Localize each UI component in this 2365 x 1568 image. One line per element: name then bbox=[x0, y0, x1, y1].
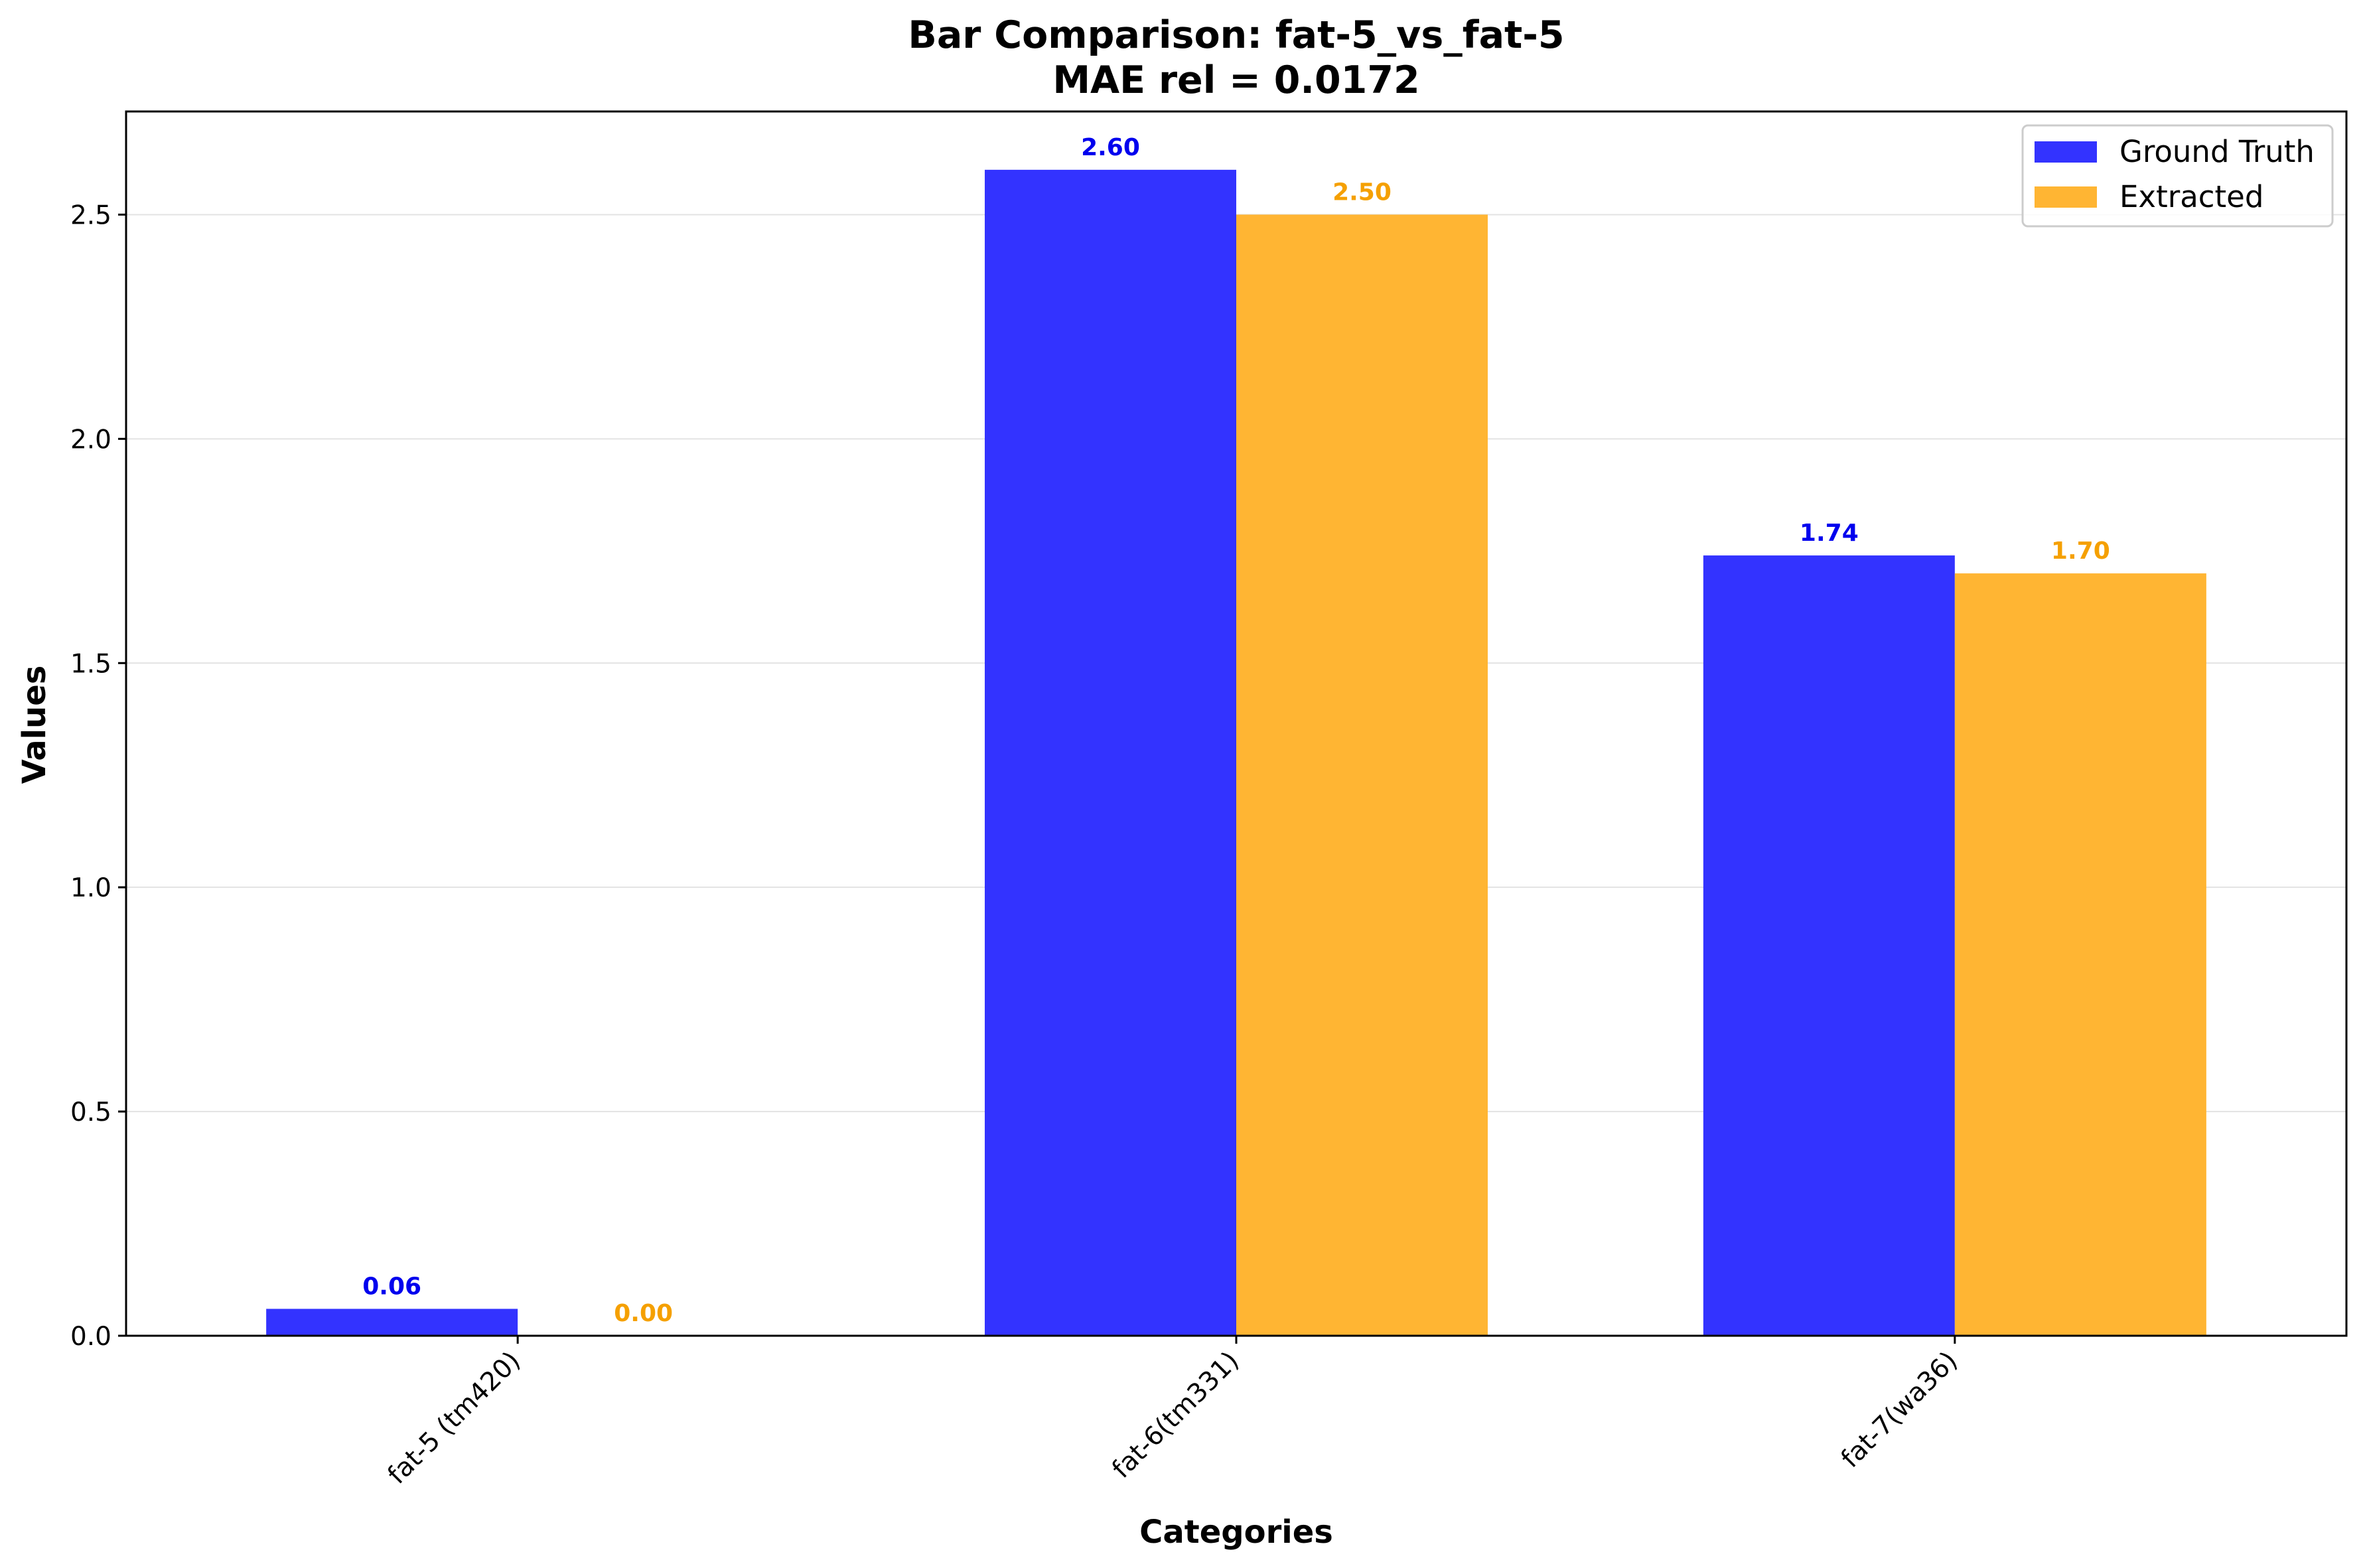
y-tick-label: 1.0 bbox=[70, 873, 111, 903]
legend-label: Extracted bbox=[2119, 179, 2263, 214]
y-tick-label: 0.5 bbox=[70, 1098, 111, 1127]
legend: Ground Truth Extracted bbox=[2021, 124, 2334, 228]
bars bbox=[266, 169, 2206, 1336]
x-axis-ticks: fat-5 (tm420) fat-6(tm331) fat-7(wa36) bbox=[382, 1336, 1964, 1490]
data-label: 2.50 bbox=[1332, 178, 1392, 206]
data-labels: 0.06 2.60 1.74 0.00 2.50 1.70 bbox=[362, 134, 2110, 1327]
bar bbox=[985, 169, 1236, 1336]
x-axis-label: Categories bbox=[1139, 1514, 1333, 1551]
chart-title: Bar Comparison: fat-5_vs_fat-5 bbox=[908, 13, 1564, 57]
x-tick-label: fat-6(tm331) bbox=[1106, 1346, 1245, 1484]
bar bbox=[1954, 573, 2206, 1336]
data-label: 1.70 bbox=[2051, 537, 2110, 565]
y-tick-label: 2.0 bbox=[70, 425, 111, 455]
data-label: 1.74 bbox=[1800, 520, 1859, 547]
data-label: 0.06 bbox=[362, 1273, 421, 1300]
y-tick-label: 0.0 bbox=[70, 1322, 111, 1352]
x-tick-label: fat-5 (tm420) bbox=[382, 1346, 526, 1490]
y-tick-label: 2.5 bbox=[70, 200, 111, 230]
legend-label: Ground Truth bbox=[2119, 134, 2315, 169]
y-axis-label: Values bbox=[16, 666, 53, 784]
legend-swatch bbox=[2035, 141, 2097, 163]
data-label: 2.60 bbox=[1081, 134, 1140, 161]
x-tick-label: fat-7(wa36) bbox=[1835, 1346, 1964, 1474]
chart-subtitle: MAE rel = 0.0172 bbox=[1052, 58, 1419, 102]
bar bbox=[1236, 214, 1488, 1336]
legend-swatch bbox=[2035, 186, 2097, 208]
y-tick-label: 1.5 bbox=[70, 649, 111, 679]
bar bbox=[266, 1309, 518, 1336]
legend-frame bbox=[2021, 124, 2334, 228]
y-axis-ticks: 0.0 0.5 1.0 1.5 2.0 2.5 bbox=[70, 200, 126, 1352]
bar bbox=[1703, 555, 1955, 1336]
data-label: 0.00 bbox=[614, 1300, 673, 1327]
